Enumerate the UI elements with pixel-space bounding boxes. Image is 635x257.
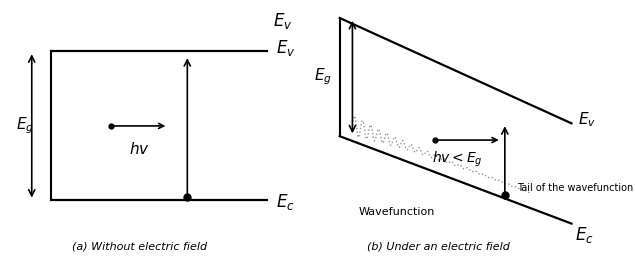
- Text: Tail of the wavefunction: Tail of the wavefunction: [518, 183, 634, 192]
- Text: $hv$: $hv$: [130, 141, 150, 157]
- Text: $E_v$: $E_v$: [272, 11, 292, 31]
- Text: $E_g$: $E_g$: [314, 67, 332, 87]
- Text: (b) Under an electric field: (b) Under an electric field: [366, 242, 509, 252]
- Text: Wavefunction: Wavefunction: [359, 207, 435, 217]
- Text: $E_v$: $E_v$: [276, 38, 296, 58]
- Text: $E_v$: $E_v$: [578, 110, 596, 129]
- Text: $hv<E_g$: $hv<E_g$: [432, 150, 483, 169]
- Text: $E_g$: $E_g$: [16, 116, 34, 136]
- Text: (a) Without electric field: (a) Without electric field: [72, 242, 207, 252]
- Text: $E_c$: $E_c$: [575, 225, 594, 245]
- Text: $E_c$: $E_c$: [276, 192, 295, 212]
